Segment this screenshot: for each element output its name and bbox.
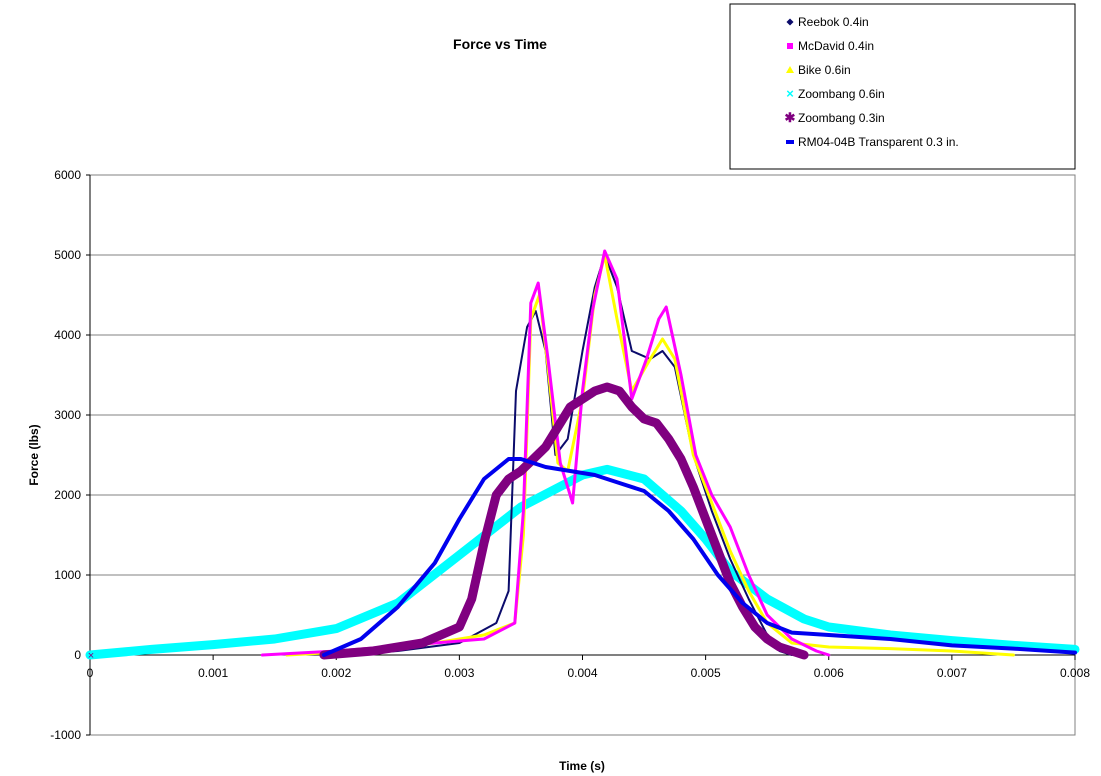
- legend-marker: [786, 66, 794, 73]
- x-tick-label: 0.005: [691, 666, 721, 680]
- y-axis-ticks: -1000 0 1000 2000 3000 4000 5000 6000: [50, 168, 90, 742]
- legend-marker: [786, 18, 794, 26]
- legend-item: Reebok 0.4in: [786, 15, 869, 29]
- legend-item: × Zoombang 0.6in: [786, 86, 885, 101]
- y-tick-label: -1000: [50, 728, 81, 742]
- x-tick-label: 0.004: [567, 666, 597, 680]
- legend-item: McDavid 0.4in: [787, 39, 874, 53]
- x-tick-label: 0.002: [321, 666, 351, 680]
- y-tick-label: 4000: [54, 328, 81, 342]
- legend-marker: [787, 43, 793, 49]
- legend-item: ✱ Zoombang 0.3in: [785, 110, 885, 125]
- legend-label: Bike 0.6in: [798, 63, 851, 77]
- legend-label: McDavid 0.4in: [798, 39, 874, 53]
- legend-item: Bike 0.6in: [786, 63, 851, 77]
- legend-item: RM04-04B Transparent 0.3 in.: [786, 135, 959, 149]
- y-tick-label: 0: [74, 648, 81, 662]
- legend-label: Zoombang 0.6in: [798, 87, 885, 101]
- y-tick-label: 3000: [54, 408, 81, 422]
- y-tick-label: 2000: [54, 488, 81, 502]
- legend: Reebok 0.4in McDavid 0.4in Bike 0.6in × Zoom…: [729, 3, 1076, 170]
- x-tick-label: 0.006: [814, 666, 844, 680]
- x-tick-label: 0.003: [444, 666, 474, 680]
- origin-marker: ×: [88, 650, 94, 662]
- x-tick-label: 0.007: [937, 666, 967, 680]
- chart-title: Force vs Time: [453, 36, 547, 52]
- legend-marker: [786, 140, 794, 144]
- legend-label: RM04-04B Transparent 0.3 in.: [798, 135, 959, 149]
- legend-marker: ✱: [785, 110, 796, 125]
- legend-label: Reebok 0.4in: [798, 15, 869, 29]
- x-tick-label: 0.001: [198, 666, 228, 680]
- legend-marker: ×: [786, 86, 794, 101]
- gridlines: [90, 254, 1075, 576]
- series-layer: ×: [85, 249, 1080, 662]
- series-line: [260, 249, 831, 657]
- y-tick-label: 6000: [54, 168, 81, 182]
- y-axis-title: Force (lbs): [27, 424, 41, 485]
- series-line: [321, 457, 1077, 657]
- x-tick-label: 0.008: [1060, 666, 1090, 680]
- series-line: [85, 464, 1080, 660]
- x-axis-title: Time (s): [559, 759, 605, 773]
- legend-label: Zoombang 0.3in: [798, 111, 885, 125]
- y-tick-label: 1000: [54, 568, 81, 582]
- y-tick-label: 5000: [54, 248, 81, 262]
